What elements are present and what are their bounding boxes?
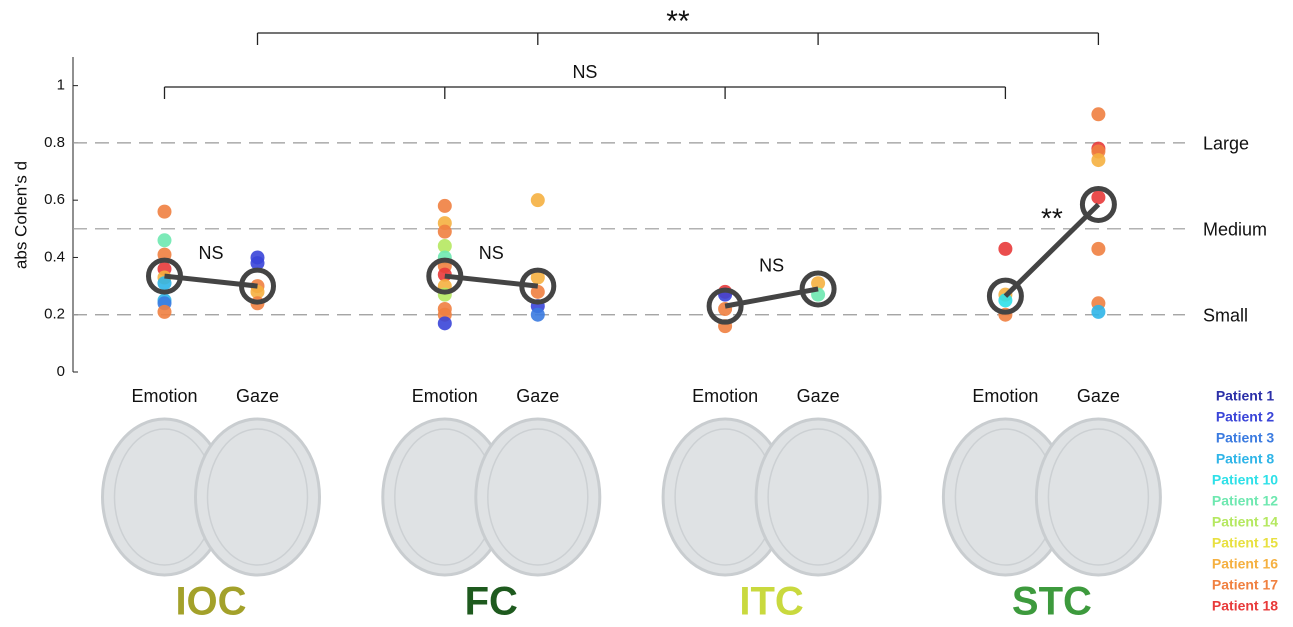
legend-entry: Patient 16	[1212, 556, 1278, 572]
legend-entry: Patient 18	[1212, 598, 1278, 614]
brain-inner	[767, 428, 869, 566]
patient-point	[250, 284, 265, 299]
mean-line	[1003, 202, 1101, 298]
patient-point	[437, 224, 452, 239]
group-label: IOC	[175, 580, 246, 622]
patient-point	[1091, 241, 1106, 256]
mean-marker	[239, 267, 276, 305]
mean-marker	[519, 267, 557, 305]
legend-entry: Patient 15	[1212, 535, 1278, 551]
patient-point	[998, 241, 1013, 256]
patient-point	[1091, 304, 1106, 319]
x-tick-label: Gaze	[797, 386, 840, 406]
patient-point	[811, 276, 826, 291]
legend-entry: Patient 12	[1212, 493, 1278, 509]
bracket-label: **	[666, 5, 690, 38]
significance-label: NS	[198, 243, 223, 263]
legend-entry: Patient 1	[1216, 388, 1275, 404]
brain-outline	[754, 417, 882, 577]
y-tick-label: 0.6	[44, 191, 65, 208]
reference-label: Large	[1203, 134, 1249, 154]
patient-point	[437, 316, 452, 331]
legend-entry: Patient 17	[1212, 577, 1278, 593]
x-tick-label: Gaze	[236, 386, 279, 406]
legend-entry: Patient 3	[1216, 430, 1275, 446]
patient-point	[437, 239, 452, 253]
patient-point	[1091, 107, 1106, 122]
patient-point	[250, 256, 265, 271]
y-axis-label: abs Cohen's d	[11, 161, 30, 269]
patient-point	[437, 198, 452, 213]
significance-label: **	[1041, 203, 1063, 234]
y-tick-label: 0.8	[44, 134, 65, 151]
brain-outline	[474, 417, 602, 577]
legend-entry: Patient 10	[1212, 472, 1278, 488]
bracket-label: NS	[572, 62, 597, 82]
brain-outline	[194, 417, 321, 577]
brain-outline	[1034, 417, 1162, 577]
significance-label: NS	[479, 243, 504, 263]
group-label: STC	[1012, 580, 1092, 622]
x-tick-label: Gaze	[1077, 386, 1120, 406]
brain-inner	[487, 428, 589, 566]
x-tick-label: Emotion	[972, 386, 1038, 406]
group-label: ITC	[739, 580, 803, 622]
mean-marker	[1079, 185, 1117, 223]
x-tick-label: Gaze	[516, 386, 559, 406]
significance-label: NS	[759, 256, 784, 276]
mean-marker	[426, 257, 464, 295]
legend-entry: Patient 2	[1216, 409, 1275, 425]
brain-inner	[206, 428, 309, 566]
mean-marker	[799, 270, 837, 308]
x-tick-label: Emotion	[131, 386, 197, 406]
patient-point	[157, 304, 172, 319]
mean-marker	[986, 277, 1024, 315]
x-tick-label: Emotion	[692, 386, 758, 406]
y-tick-label: 1	[57, 77, 65, 94]
brain-inner	[1047, 428, 1150, 566]
patient-point	[998, 293, 1013, 308]
x-tick-label: Emotion	[412, 386, 478, 406]
group-label: FC	[465, 580, 518, 622]
patient-point	[530, 270, 545, 285]
reference-label: Small	[1203, 305, 1248, 325]
mean-marker	[706, 287, 744, 325]
patient-point	[157, 204, 172, 219]
mean-marker	[146, 257, 183, 295]
patient-point	[1091, 153, 1106, 168]
patient-point	[530, 193, 545, 208]
legend-entry: Patient 8	[1216, 451, 1275, 467]
patient-point	[530, 284, 545, 299]
y-tick-label: 0.2	[44, 306, 65, 323]
y-tick-label: 0	[57, 363, 65, 380]
legend-entry: Patient 14	[1212, 514, 1278, 530]
reference-label: Medium	[1203, 220, 1267, 240]
patient-point	[530, 307, 545, 322]
patient-point	[157, 276, 172, 291]
patient-point	[157, 233, 172, 248]
y-tick-label: 0.4	[44, 248, 65, 265]
patient-point	[1091, 190, 1106, 205]
